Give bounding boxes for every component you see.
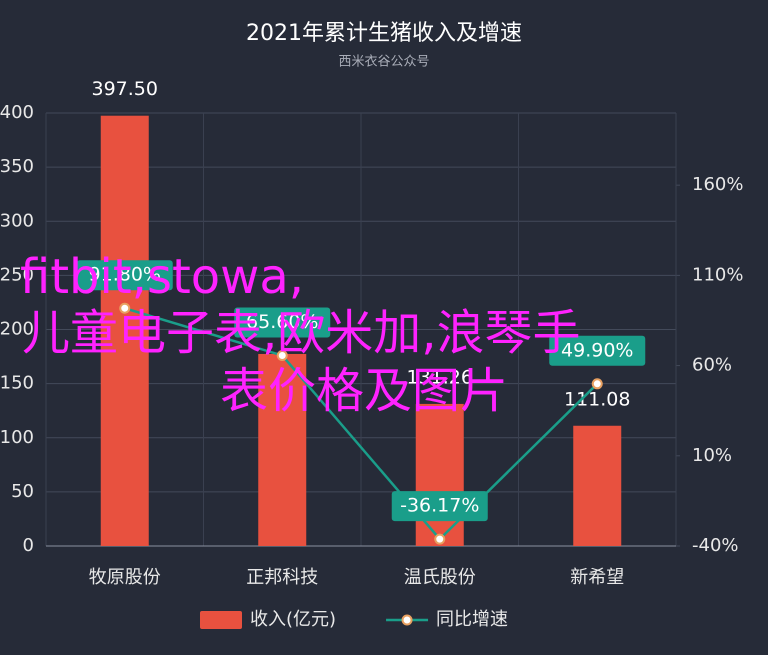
legend-label: 收入(亿元)	[250, 609, 336, 630]
legend-label: 同比增速	[436, 609, 508, 630]
y-tick-label: 400	[0, 102, 34, 123]
y-tick-label: 200	[0, 319, 34, 340]
line-value-text: 91.80%	[89, 264, 161, 286]
y-tick-label: 350	[0, 156, 34, 177]
label-box	[76, 260, 173, 291]
y2-tick-label: -40%	[692, 535, 739, 556]
line-value-label: 91.80%	[76, 260, 173, 291]
line-value-text: 49.90%	[561, 339, 633, 361]
x-tick-label: 温氏股份	[404, 567, 476, 588]
bar-value-label: 131.26	[407, 366, 473, 388]
y2-tick-label: 110%	[692, 264, 743, 285]
line-value-label: 49.90%	[549, 335, 646, 366]
line-value-text: 65.60%	[246, 311, 318, 333]
line-value-label: -36.17%	[391, 491, 488, 522]
legend-swatch	[401, 614, 413, 626]
line-point	[434, 533, 446, 545]
x-tick-label: 牧原股份	[89, 567, 161, 588]
overlay-text: 儿童电子表,欧米加,浪琴手	[22, 305, 581, 361]
bar	[258, 353, 307, 546]
bar	[573, 425, 622, 546]
y-tick-label: 150	[0, 373, 34, 394]
label-box	[549, 335, 646, 366]
bar-value-label: 397.50	[92, 78, 158, 100]
overlay-text: fitbit,stowa,	[20, 249, 304, 305]
label-box	[234, 307, 331, 338]
y2-tick-label: 60%	[692, 355, 732, 376]
x-tick-label: 正邦科技	[246, 567, 318, 588]
line-point	[591, 378, 603, 390]
overlay-text: 表价格及图片	[220, 363, 508, 419]
y-tick-label: 250	[0, 264, 34, 285]
label-box	[391, 491, 488, 522]
line-value-text: -36.17%	[400, 495, 479, 517]
line	[124, 307, 599, 541]
y-tick-label: 300	[0, 210, 34, 231]
x-tick-label: 新希望	[570, 567, 624, 588]
y-tick-label: 100	[0, 427, 34, 448]
line-point	[119, 302, 131, 314]
chart-title: 2021年累计生猪收入及增速	[246, 21, 522, 46]
line-value-label: 65.60%	[234, 307, 331, 338]
y-tick-label: 50	[11, 481, 34, 502]
legend-swatch	[200, 611, 242, 629]
bar	[415, 403, 464, 546]
bar-value-label: 111.08	[564, 388, 630, 410]
y2-tick-label: 160%	[692, 174, 743, 195]
y-tick-label: 0	[23, 535, 34, 556]
line-point	[276, 349, 288, 361]
y2-tick-label: 10%	[692, 445, 732, 466]
chart-subtitle: 西米衣谷公众号	[338, 54, 429, 70]
bar	[100, 115, 149, 547]
